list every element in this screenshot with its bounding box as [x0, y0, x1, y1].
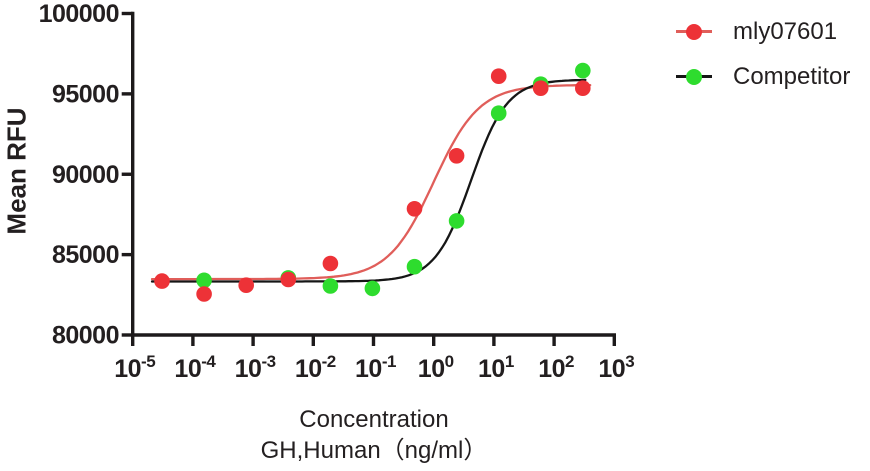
x-tick-label: 10-5 — [114, 352, 155, 383]
x-axis-title-line1: Concentration — [299, 406, 449, 433]
data-point — [448, 213, 465, 229]
data-point — [406, 258, 423, 275]
legend-item-competitor: Competitor — [676, 54, 850, 99]
data-point — [280, 271, 297, 288]
x-axis-title-line2: GH,Human（ng/ml） — [260, 437, 488, 464]
legend-label: mly07601 — [733, 17, 838, 45]
data-point — [448, 148, 465, 164]
legend-dot-icon — [686, 68, 702, 85]
Competitor-points — [196, 62, 591, 297]
data-point — [532, 80, 549, 96]
mly07601-points — [154, 68, 591, 302]
y-axis-title: Mean RFU — [1, 107, 32, 235]
y-tick-label: 100000 — [39, 0, 119, 28]
data-point — [490, 105, 507, 121]
x-tick-label: 102 — [538, 352, 574, 383]
legend-item-mly07601: mly07601 — [676, 9, 850, 54]
x-tick-label: 103 — [598, 352, 634, 383]
axes — [121, 11, 616, 346]
data-point — [575, 80, 591, 96]
data-point — [364, 280, 381, 297]
x-tick-label: 10-4 — [174, 352, 216, 383]
legend-marker-green-series — [676, 68, 712, 85]
y-tick-label: 85000 — [52, 241, 119, 269]
legend-dot-icon — [686, 23, 702, 40]
data-point — [154, 273, 170, 289]
y-tick-label: 95000 — [52, 80, 119, 108]
x-tick-label: 100 — [418, 352, 454, 383]
data-point — [406, 201, 423, 217]
y-tick-label: 90000 — [52, 161, 119, 189]
data-point — [575, 62, 591, 79]
legend: mly07601 Competitor — [676, 9, 850, 99]
data-point — [322, 255, 339, 272]
Competitor-fit-curve — [150, 78, 587, 283]
x-axis-title: Concentration GH,Human（ng/ml） — [261, 404, 488, 466]
x-tick-label: 10-2 — [295, 352, 336, 383]
x-tick-label: 101 — [478, 352, 514, 383]
data-point — [490, 68, 507, 84]
data-point — [196, 286, 212, 302]
x-tick-label: 10-3 — [235, 352, 276, 383]
data-point — [196, 272, 212, 289]
legend-label: Competitor — [733, 62, 851, 90]
mly07601-fit-curve — [150, 83, 592, 281]
data-point — [322, 278, 339, 294]
data-point — [238, 277, 254, 294]
x-tick-label: 10-1 — [355, 352, 396, 383]
legend-marker-red-series — [676, 23, 712, 40]
y-tick-label: 80000 — [52, 322, 119, 350]
